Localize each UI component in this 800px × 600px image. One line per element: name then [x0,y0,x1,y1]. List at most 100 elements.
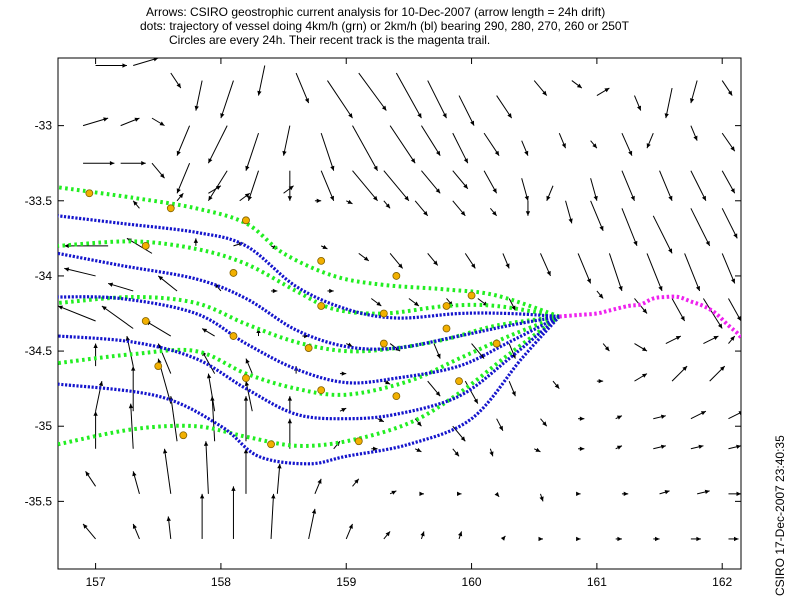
current-arrowhead [193,238,199,243]
current-arrowhead [311,508,317,514]
current-arrow [652,215,673,254]
current-arrowhead [98,381,104,386]
current-arrowhead [132,471,137,477]
day-circle-marker [317,256,326,265]
current-arrowhead [680,316,685,322]
current-arrowhead [159,121,165,126]
current-arrowhead [700,411,706,416]
x-tick-label: 159 [336,575,356,589]
current-arrowhead [576,491,581,497]
current-arrowhead [693,135,698,141]
current-arrow [421,170,441,194]
current-arrow [721,253,736,284]
current-arrowhead [492,210,497,216]
current-arrowhead [463,183,468,189]
current-arrowhead [473,398,478,404]
current-arrowhead [511,391,516,397]
day-circle-marker [442,324,451,333]
current-arrowhead [410,158,416,164]
current-arrow [352,170,378,202]
current-arrowhead [494,492,500,497]
current-arrowhead [329,195,334,201]
current-arrow [276,463,281,494]
current-arrowhead [391,490,397,495]
current-arrowhead [287,418,293,424]
current-arrowhead [322,244,328,249]
current-arrow [483,132,500,156]
day-circle-marker [267,440,275,449]
current-arrowhead [698,444,704,449]
current-arrow [95,381,103,412]
day-circle-marker [229,332,238,340]
current-arrowhead [347,199,353,204]
current-arrow [690,208,711,247]
current-arrowhead [704,489,710,495]
current-arrowhead [701,195,706,201]
current-arrowhead [542,90,547,96]
current-arrow [320,132,335,171]
current-arrow [248,170,259,201]
current-arrowhead [511,305,516,311]
current-arrowhead [623,491,629,497]
day-circle-marker [317,386,326,395]
current-arrow [327,80,353,119]
current-arrowhead [658,285,663,291]
current-arrowhead [162,448,168,454]
green-trajectory-290 [58,185,560,319]
current-arrow [245,381,253,412]
current-arrowhead [539,496,544,502]
current-arrowhead [505,263,510,269]
current-arrowhead [153,58,159,62]
current-arrowhead [416,421,422,427]
current-arrowhead [243,448,249,454]
current-arrowhead [433,260,438,266]
y-tick-label: -34 [35,269,53,283]
current-arrowhead [341,408,347,413]
blue-trajectory-290 [58,214,560,320]
current-arrowhead [83,523,88,529]
current-arrowhead [176,188,181,194]
current-arrowhead [404,195,409,201]
current-arrow [164,448,172,494]
current-arrow [130,403,134,449]
current-arrowhead [642,308,648,314]
current-arrowhead [423,210,428,216]
current-arrowhead [194,105,199,111]
current-arrow [207,125,228,164]
current-arrow [577,253,592,284]
current-arrowhead [245,358,250,364]
current-arrowhead [287,196,293,201]
y-axis: -33 -33.5 -34 -34.5 -35 -35.5 [25,119,741,508]
current-arrow [608,253,623,292]
current-arrow [421,125,441,156]
current-arrowhead [385,203,391,209]
current-arrowhead [733,536,739,542]
current-arrowhead [176,83,181,89]
current-arrowhead [282,150,287,156]
current-arrowhead [419,491,424,497]
x-tick-label: 158 [211,575,231,589]
blue-trajectory-280 [58,251,560,351]
current-arrowhead [546,270,551,276]
green-trajectory-250 [58,314,561,448]
current-arrowhead [719,366,725,371]
current-arrowhead [668,248,673,254]
current-arrowhead [257,90,262,96]
current-arrowhead [738,411,741,416]
blue-trajectory-250 [58,315,561,466]
timestamp-label: CSIRO 17-Dec-2007 23:40:35 [773,435,787,596]
current-arrowhead [736,491,741,497]
day-circle-marker [242,216,250,225]
current-arrowhead [494,150,500,156]
current-arrowhead [134,117,140,122]
magenta-trail [559,294,741,339]
current-arrowhead [500,535,506,541]
day-circle-marker [392,272,401,280]
day-circle-marker [379,339,388,348]
current-arrowhead [592,143,597,149]
current-arrowhead [599,225,604,231]
current-arrow [659,170,673,201]
current-arrowhead [420,531,425,537]
current-vector-field [58,58,741,542]
current-arrowhead [660,414,666,419]
